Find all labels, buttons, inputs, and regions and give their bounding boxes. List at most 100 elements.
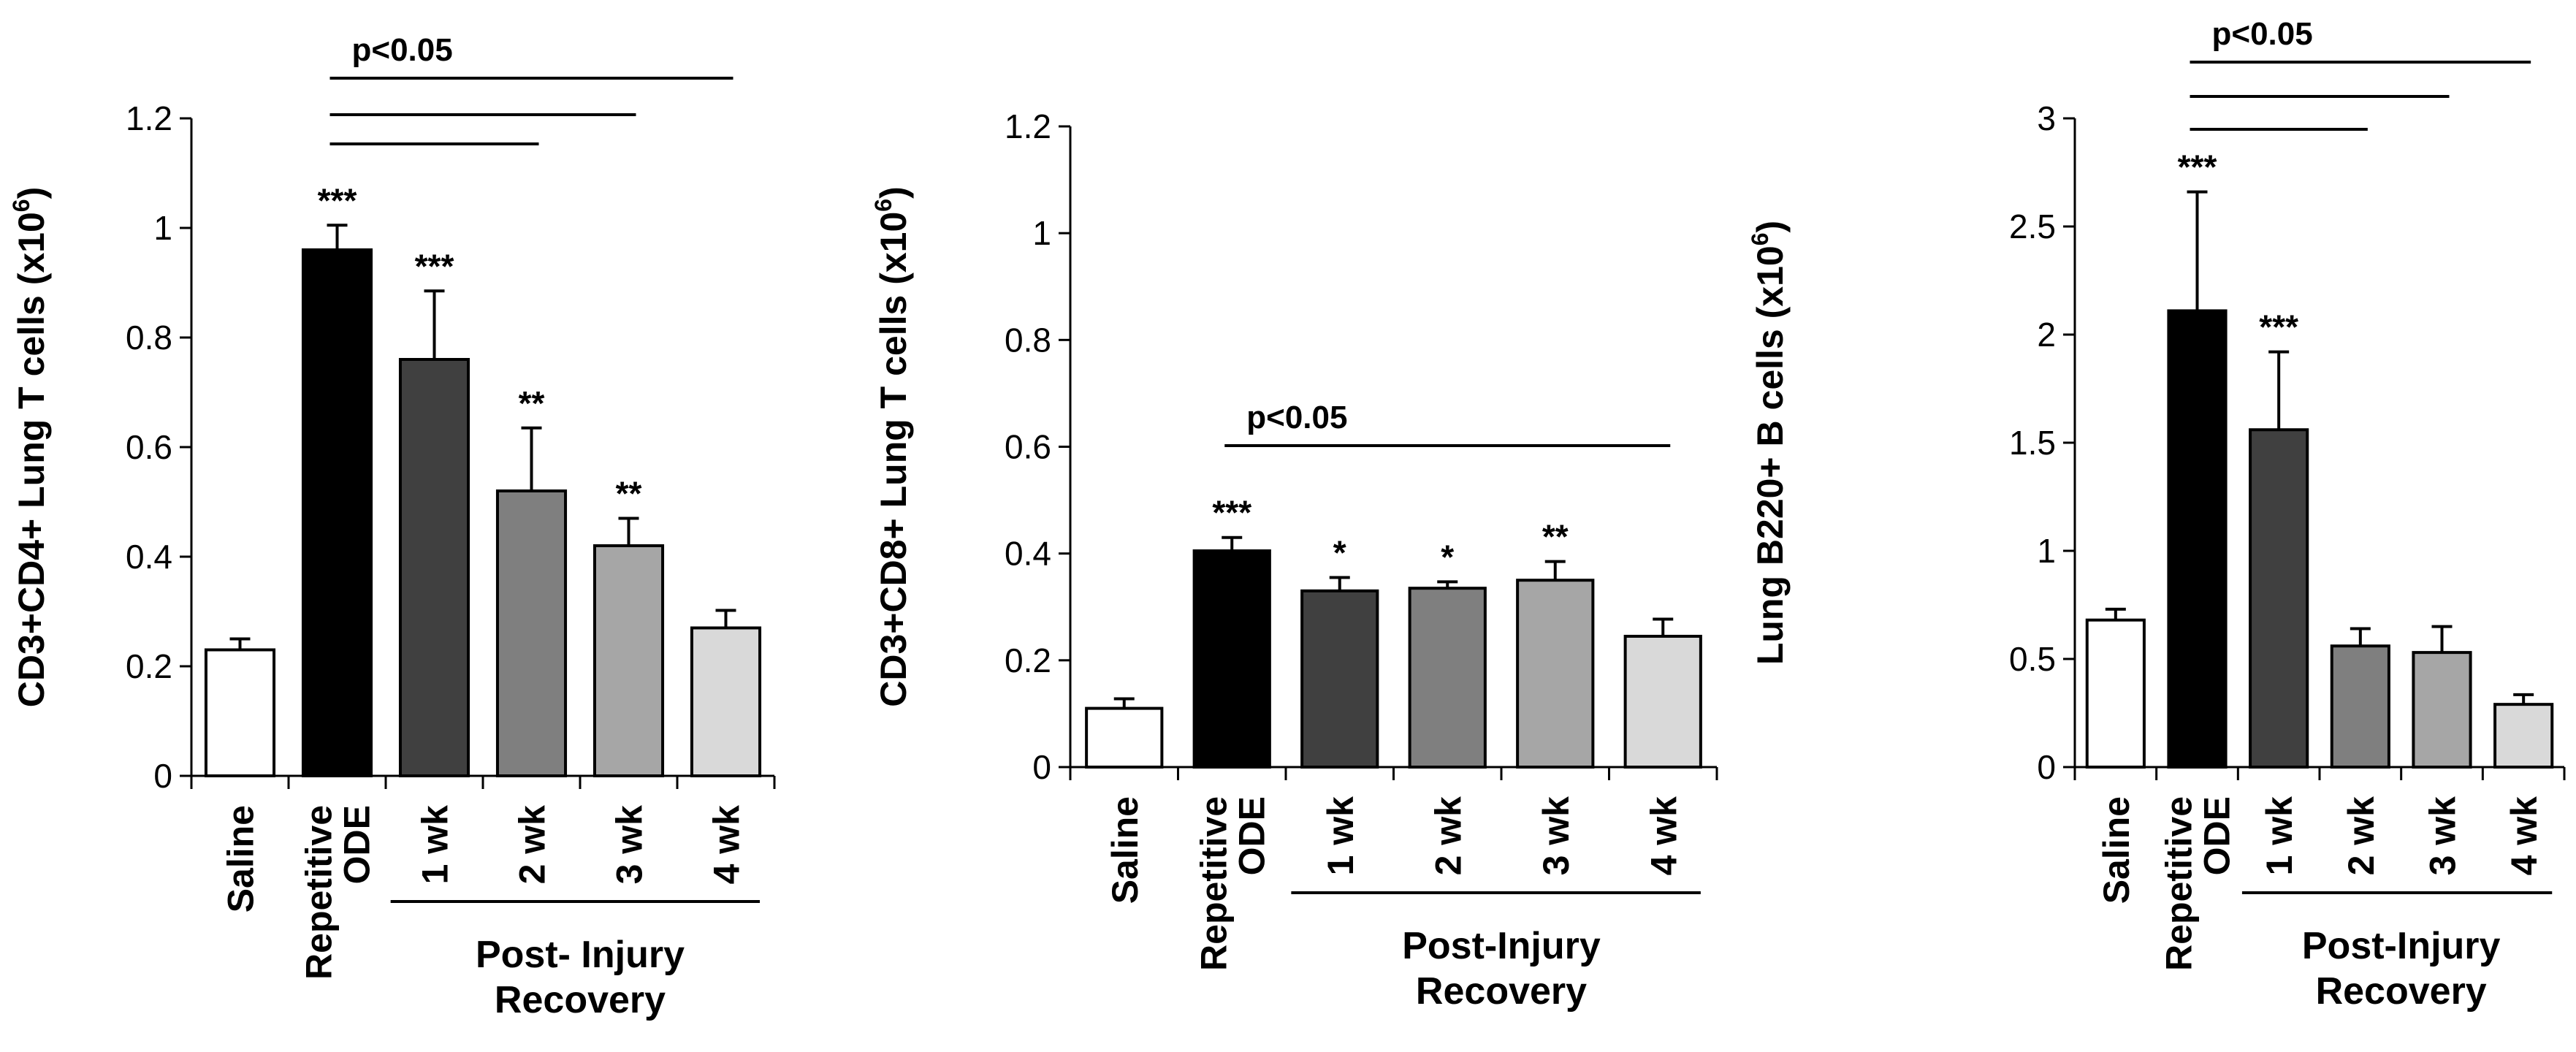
y-tick-label: 0.8: [1005, 321, 1051, 359]
bar-saline: [204, 648, 276, 777]
y-tick-label: 0.5: [2009, 640, 2056, 678]
x-category-label-line: 3 wk: [609, 805, 650, 885]
x-category-label-line: 3 wk: [2423, 796, 2463, 876]
x-category-label-line: 1 wk: [2259, 796, 2300, 876]
y-tick-label: 2: [2037, 316, 2056, 354]
x-category-label: 2 wk: [1428, 796, 1468, 876]
significance-marker: **: [519, 384, 545, 422]
y-tick-label: 2.5: [2009, 207, 2056, 245]
x-category-label: 2 wk: [512, 805, 553, 885]
y-tick-label: 0.6: [126, 428, 172, 466]
significance-marker: **: [616, 475, 642, 513]
y-axis-label-main: CD3+CD4+ Lung T cells (x10: [11, 212, 52, 707]
x-category-label: 2 wk: [2341, 796, 2382, 876]
bar-2-wk: [1408, 587, 1487, 769]
y-tick-label: 0: [153, 757, 172, 795]
y-tick-label: 0: [1032, 748, 1051, 786]
group-label: Post-Injury: [2302, 925, 2501, 967]
significance-marker: ***: [2178, 148, 2217, 186]
bar-1-wk: [398, 358, 470, 777]
significance-marker: ***: [415, 247, 454, 285]
x-category-label: 4 wk: [706, 805, 747, 885]
bar-2-wk: [2330, 644, 2390, 769]
x-category-label-line: ODE: [337, 805, 378, 884]
p-value-label: p<0.05: [2212, 16, 2313, 52]
y-tick-label: 0.2: [126, 647, 172, 685]
x-category-label-line: 1 wk: [415, 805, 456, 885]
x-category-label: 3 wk: [609, 805, 650, 885]
y-tick-label: 0.8: [126, 319, 172, 357]
group-label: Post- Injury: [476, 934, 685, 976]
y-axis-label-close: ): [11, 187, 52, 199]
y-axis-label-exponent: 6: [8, 199, 34, 212]
bar-repetitive-ode: [301, 248, 373, 777]
x-category-label-line: ODE: [2197, 796, 2238, 875]
y-tick-label: 1.5: [2009, 424, 2056, 462]
y-tick-label: 1: [1032, 214, 1051, 252]
x-category-label: 3 wk: [2423, 796, 2463, 876]
significance-marker: ***: [318, 181, 357, 219]
y-axis-label-main: CD3+CD8+ Lung T cells (x10: [873, 212, 914, 707]
y-tick-label: 1: [2037, 532, 2056, 570]
bar-3-wk: [592, 544, 665, 777]
group-label: Recovery: [495, 979, 666, 1021]
group-label: Post-Injury: [1402, 925, 1601, 967]
y-tick-label: 0: [2037, 748, 2056, 786]
y-axis-label-close: ): [873, 186, 914, 199]
bar-1-wk: [1300, 589, 1379, 769]
y-axis-label-close: ): [1750, 221, 1791, 233]
y-tick-label: 1: [153, 209, 172, 247]
x-category-label-line: 4 wk: [2504, 796, 2545, 876]
x-category-label-line: Saline: [221, 805, 262, 912]
y-tick-label: 0.2: [1005, 641, 1051, 679]
y-tick-label: 3: [2037, 99, 2056, 137]
bar-saline: [1085, 706, 1164, 769]
bar-4-wk: [1623, 634, 1702, 769]
bar-3-wk: [1516, 579, 1595, 769]
x-category-label: 4 wk: [2504, 796, 2545, 876]
x-category-label-line: Saline: [1105, 796, 1146, 904]
bar-saline: [2085, 618, 2146, 769]
x-category-label-line: 4 wk: [1643, 796, 1684, 876]
significance-marker: ***: [1212, 494, 1251, 532]
y-axis-label-exponent: 6: [1747, 233, 1773, 246]
bar-repetitive-ode: [1192, 549, 1271, 769]
p-value-label: p<0.05: [352, 32, 453, 68]
y-tick-label: 0.4: [126, 538, 172, 576]
y-axis-label: CD3+CD4+ Lung T cells (x106): [8, 187, 52, 707]
bar-4-wk: [690, 626, 762, 777]
x-category-label-line: 2 wk: [1428, 796, 1468, 876]
y-axis-label: Lung B220+ B cells (x106): [1747, 221, 1791, 665]
significance-marker: **: [1542, 518, 1569, 556]
x-category-label-line: 2 wk: [512, 805, 553, 885]
p-value-label: p<0.05: [1246, 400, 1347, 435]
bar-1-wk: [2249, 428, 2309, 769]
x-category-label: Saline: [1105, 796, 1146, 904]
x-category-label-line: Saline: [2096, 796, 2137, 904]
y-tick-label: 0.4: [1005, 535, 1051, 573]
x-category-label: 1 wk: [2259, 796, 2300, 876]
y-axis-label: CD3+CD8+ Lung T cells (x106): [870, 186, 914, 706]
significance-marker: *: [1441, 538, 1454, 576]
x-category-label-line: ODE: [1231, 796, 1272, 875]
x-category-label: 4 wk: [1643, 796, 1684, 876]
bar-4-wk: [2493, 703, 2554, 769]
bar-2-wk: [495, 489, 568, 777]
x-category-label-line: 2 wk: [2341, 796, 2382, 876]
bar-repetitive-ode: [2167, 309, 2228, 769]
x-category-label-line: Repetitive: [2159, 796, 2200, 971]
group-label: Recovery: [2316, 970, 2487, 1013]
y-axis-label-exponent: 6: [870, 199, 896, 212]
group-label: Recovery: [1416, 970, 1587, 1013]
x-category-label: 1 wk: [1320, 796, 1361, 876]
y-tick-label: 0.6: [1005, 428, 1051, 466]
y-tick-label: 1.2: [1005, 107, 1051, 145]
x-category-label-line: 1 wk: [1320, 796, 1361, 876]
x-category-label: 3 wk: [1536, 796, 1577, 876]
y-axis-label-main: Lung B220+ B cells (x10: [1750, 245, 1791, 665]
